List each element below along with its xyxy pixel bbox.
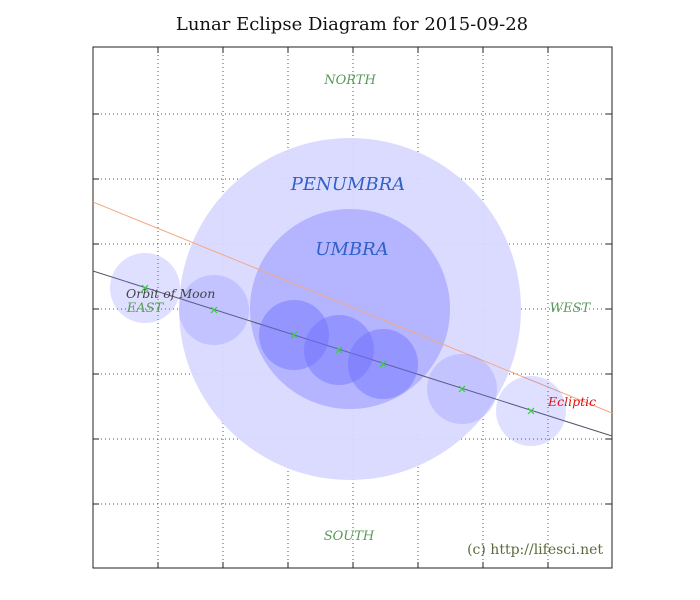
moon-center-marker-icon	[210, 306, 218, 314]
south-label: SOUTH	[324, 529, 375, 544]
moon-center-marker-icon	[458, 385, 466, 393]
plot-area: PENUMBRA UMBRA NORTH SOUTH EAST WEST Orb…	[92, 46, 613, 569]
umbra-shadow	[250, 209, 450, 409]
credit-text: (c) http://lifesci.net	[467, 542, 603, 558]
moon-center-marker-icon	[527, 407, 535, 415]
orbit-of-moon-label: Orbit of Moon	[126, 286, 215, 301]
moon-center-marker-icon	[141, 284, 149, 292]
ecliptic-line	[92, 201, 613, 414]
ecliptic-label: Ecliptic	[547, 394, 596, 409]
diagram-title: Lunar Eclipse Diagram for 2015-09-28	[176, 14, 528, 35]
moon-orbit-line	[92, 270, 613, 437]
penumbra-label: PENUMBRA	[290, 174, 405, 195]
moon-positions	[110, 253, 566, 446]
east-label: EAST	[126, 301, 165, 316]
west-label: WEST	[550, 301, 592, 316]
umbra-label: UMBRA	[315, 239, 388, 260]
moon-center-marker-icon	[290, 331, 298, 339]
north-label: NORTH	[323, 73, 376, 88]
moon-center-marker-icon	[379, 360, 387, 368]
moon-center-marker-icon	[335, 346, 343, 354]
